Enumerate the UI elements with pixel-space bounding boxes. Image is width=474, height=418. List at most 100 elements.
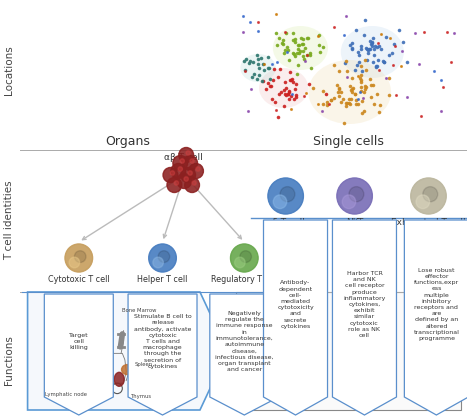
Point xyxy=(314,101,321,108)
Point xyxy=(290,49,297,56)
Circle shape xyxy=(153,257,164,268)
Point xyxy=(282,47,289,54)
Point xyxy=(346,101,354,107)
Point xyxy=(354,96,362,102)
Point xyxy=(403,58,411,65)
Point xyxy=(301,92,308,99)
Point xyxy=(314,32,321,39)
Point xyxy=(239,28,246,35)
Point xyxy=(336,85,343,92)
Point xyxy=(299,53,307,59)
Point xyxy=(283,48,291,55)
Point xyxy=(284,46,292,53)
Circle shape xyxy=(170,171,174,175)
Point xyxy=(292,92,300,99)
Point xyxy=(335,93,343,99)
Point xyxy=(356,75,364,82)
Point xyxy=(346,100,353,107)
Text: NKT: NKT xyxy=(346,218,363,227)
Point xyxy=(348,87,356,93)
Point xyxy=(272,106,280,113)
Point xyxy=(373,44,381,51)
Point xyxy=(386,92,393,98)
Point xyxy=(395,27,403,33)
Polygon shape xyxy=(332,220,396,415)
Point xyxy=(374,57,382,64)
Point xyxy=(380,59,388,65)
Ellipse shape xyxy=(259,68,308,108)
Point xyxy=(323,99,330,106)
Point xyxy=(354,61,361,68)
Circle shape xyxy=(173,155,188,171)
Point xyxy=(415,61,422,68)
Point xyxy=(361,108,368,115)
Point xyxy=(357,46,365,53)
Point xyxy=(319,87,327,94)
Point xyxy=(366,45,374,52)
Point xyxy=(356,51,363,58)
Text: Thymus: Thymus xyxy=(131,394,152,399)
Point xyxy=(357,76,365,83)
Circle shape xyxy=(96,362,101,367)
Circle shape xyxy=(95,370,100,375)
Point xyxy=(319,107,326,114)
Point xyxy=(368,39,376,46)
Point xyxy=(289,29,297,36)
Point xyxy=(259,78,267,84)
Point xyxy=(277,89,285,96)
Point xyxy=(330,94,338,101)
Point xyxy=(363,45,370,51)
Point xyxy=(361,83,369,89)
Point xyxy=(244,107,252,114)
Point xyxy=(316,41,323,48)
Point xyxy=(370,46,377,53)
Point xyxy=(385,51,392,58)
Circle shape xyxy=(158,251,170,263)
Ellipse shape xyxy=(341,26,404,78)
Point xyxy=(255,56,262,63)
Point xyxy=(307,64,314,71)
Point xyxy=(264,64,272,71)
Point xyxy=(357,79,365,85)
Point xyxy=(382,75,390,82)
Point xyxy=(420,28,428,35)
Point xyxy=(348,46,356,52)
Point xyxy=(333,81,341,88)
Point xyxy=(264,54,272,60)
Point xyxy=(364,46,372,53)
Circle shape xyxy=(180,159,184,163)
Text: Bone Marrow: Bone Marrow xyxy=(122,308,156,313)
Point xyxy=(342,13,350,19)
Point xyxy=(267,75,274,82)
Ellipse shape xyxy=(308,60,391,124)
Point xyxy=(273,41,281,48)
Circle shape xyxy=(185,178,200,193)
Point xyxy=(288,75,296,82)
Text: Functions: Functions xyxy=(4,335,14,385)
Point xyxy=(357,87,365,94)
Point xyxy=(295,49,302,56)
Point xyxy=(359,67,366,74)
Ellipse shape xyxy=(121,364,133,375)
Point xyxy=(264,80,272,87)
Point xyxy=(337,98,345,105)
Circle shape xyxy=(98,367,103,372)
Point xyxy=(242,66,249,73)
Point xyxy=(284,91,292,97)
Point xyxy=(389,50,396,56)
Point xyxy=(267,83,275,90)
Point xyxy=(364,49,372,56)
Circle shape xyxy=(69,257,80,268)
Point xyxy=(330,23,338,30)
Point xyxy=(303,52,310,59)
Circle shape xyxy=(174,181,179,185)
Point xyxy=(366,76,374,83)
Point xyxy=(349,45,356,51)
Point xyxy=(306,50,313,56)
Point xyxy=(273,59,281,65)
Point xyxy=(437,77,445,84)
Point xyxy=(348,85,356,92)
Point xyxy=(385,75,392,82)
Point xyxy=(281,103,288,110)
Point xyxy=(305,34,312,41)
